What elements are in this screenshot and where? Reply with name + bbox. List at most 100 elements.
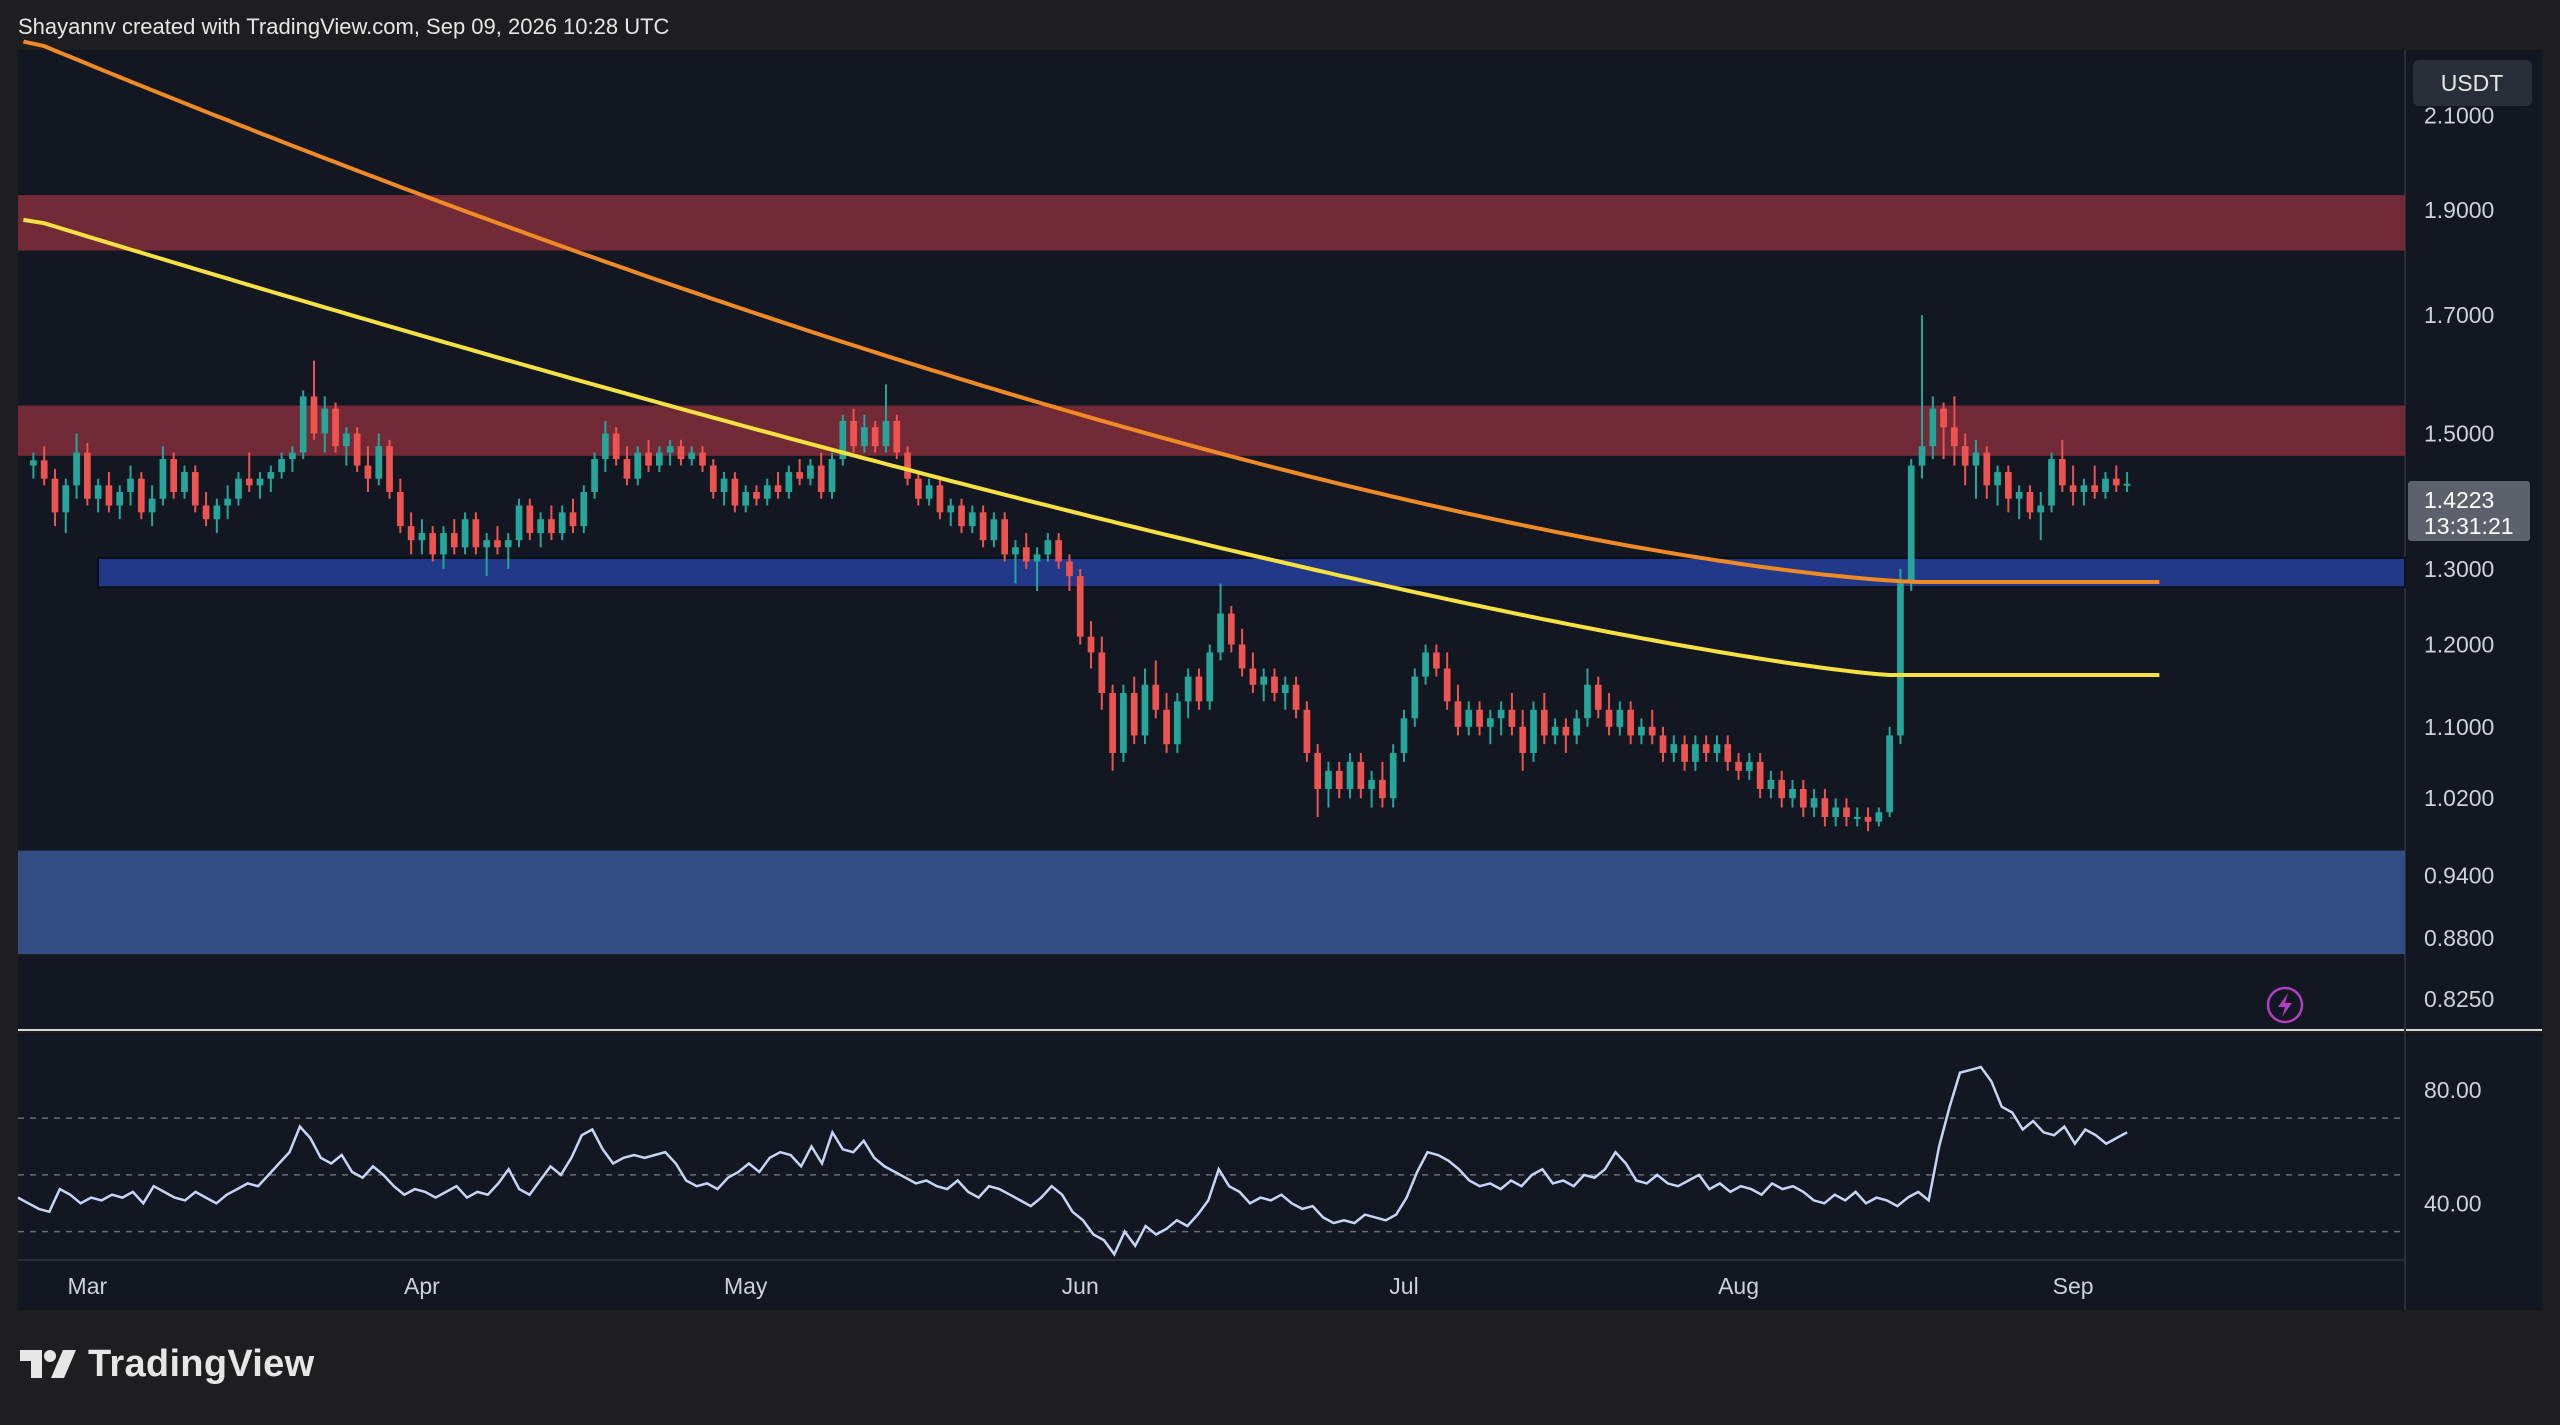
candle-body xyxy=(1573,718,1581,736)
candle-body xyxy=(1594,684,1602,710)
candle-body xyxy=(483,540,491,548)
candle xyxy=(1702,735,1710,762)
candle-body xyxy=(839,420,847,460)
candle xyxy=(1130,676,1138,745)
candle xyxy=(828,452,836,499)
candle xyxy=(2058,439,2066,492)
candle xyxy=(62,478,70,534)
candle-body xyxy=(450,533,458,548)
candle-body xyxy=(62,485,70,513)
candle-body xyxy=(526,505,534,534)
candle xyxy=(472,512,480,555)
candle-body xyxy=(1152,684,1160,710)
candle-body xyxy=(1022,547,1030,562)
candle-body xyxy=(2026,491,2034,513)
resistance-zone[interactable] xyxy=(18,405,2405,456)
candle-body xyxy=(1325,770,1332,790)
candle xyxy=(1735,752,1742,780)
candle-body xyxy=(299,396,307,453)
candle-body xyxy=(1681,744,1688,762)
last-price-value: 1.4223 xyxy=(2424,487,2494,513)
candle xyxy=(1389,744,1397,808)
candle-body xyxy=(1864,816,1872,822)
candle-body xyxy=(353,433,361,466)
candle xyxy=(1670,735,1678,762)
candle xyxy=(515,498,523,548)
candle-body xyxy=(1897,583,1904,736)
candle xyxy=(1368,770,1375,808)
candle xyxy=(407,512,415,555)
candle-body xyxy=(645,452,652,466)
resistance-zone[interactable] xyxy=(18,195,2405,251)
candle xyxy=(1066,554,1073,591)
candle xyxy=(1692,735,1699,771)
tradingview-brand[interactable]: TradingView xyxy=(20,1343,314,1386)
candle xyxy=(289,446,296,473)
candle-body xyxy=(116,491,124,506)
candle xyxy=(709,459,717,499)
price-tick-label: 1.5000 xyxy=(2424,420,2494,446)
candle-body xyxy=(170,459,178,492)
candle xyxy=(569,498,577,534)
currency-badge[interactable] xyxy=(2413,60,2532,106)
candle-body xyxy=(40,460,48,479)
candle xyxy=(1379,761,1386,808)
candle-body xyxy=(429,533,437,555)
candle xyxy=(548,505,555,541)
candle xyxy=(332,402,339,453)
candle xyxy=(1907,459,1915,591)
candle-body xyxy=(159,459,167,499)
candle xyxy=(1983,446,1991,499)
candle-body xyxy=(1433,652,1440,669)
rsi-pane[interactable] xyxy=(18,1033,2405,1260)
candle xyxy=(2102,472,2109,499)
candle-body xyxy=(2069,485,2077,492)
candle-body xyxy=(753,491,760,499)
candle xyxy=(925,478,933,506)
candle-body xyxy=(321,408,329,434)
candle xyxy=(1486,709,1494,745)
candle xyxy=(94,478,102,513)
candle-body xyxy=(1875,812,1883,822)
candle-body xyxy=(1648,726,1656,736)
support-zone[interactable] xyxy=(18,850,2405,955)
candle-body xyxy=(1940,408,1947,428)
candle-body xyxy=(1724,744,1732,762)
candle xyxy=(1821,789,1829,827)
candle xyxy=(699,446,706,473)
candle-body xyxy=(1702,744,1710,753)
candle xyxy=(116,485,124,520)
candle-body xyxy=(1843,807,1850,817)
chart-attribution: Shayannv created with TradingView.com, S… xyxy=(18,14,670,39)
candle xyxy=(181,465,188,499)
candle-body xyxy=(1929,408,1937,447)
candle-body xyxy=(440,533,447,555)
candle-body xyxy=(472,519,480,548)
month-label: Jul xyxy=(1389,1273,1418,1299)
candle-body xyxy=(235,478,242,499)
candle xyxy=(1951,396,1958,466)
candle xyxy=(1357,752,1365,799)
candle xyxy=(1875,807,1883,827)
candle-body xyxy=(461,519,469,548)
candle xyxy=(1540,693,1548,745)
brand-name: TradingView xyxy=(88,1343,315,1385)
candle-body xyxy=(947,505,955,513)
candle-body xyxy=(861,427,868,447)
candle xyxy=(850,408,857,453)
candle xyxy=(666,439,674,466)
price-tick-label: 2.1000 xyxy=(2424,102,2494,128)
candle-body xyxy=(148,498,156,513)
candle xyxy=(202,491,210,527)
candle-body xyxy=(494,540,501,548)
candle-body xyxy=(1886,735,1893,813)
candle xyxy=(1789,779,1796,808)
candle xyxy=(1152,660,1160,719)
candle xyxy=(310,360,318,440)
lightning-icon[interactable] xyxy=(2266,986,2304,1024)
candle-body xyxy=(1044,540,1052,555)
time-axis-bar[interactable] xyxy=(18,1260,2405,1310)
rsi-scale-bar[interactable] xyxy=(2405,1033,2542,1310)
price-scale-ticks: 2.1000 1.9000 1.7000 1.5000 1.3000 1.2000 1.10… xyxy=(2424,102,2494,1012)
